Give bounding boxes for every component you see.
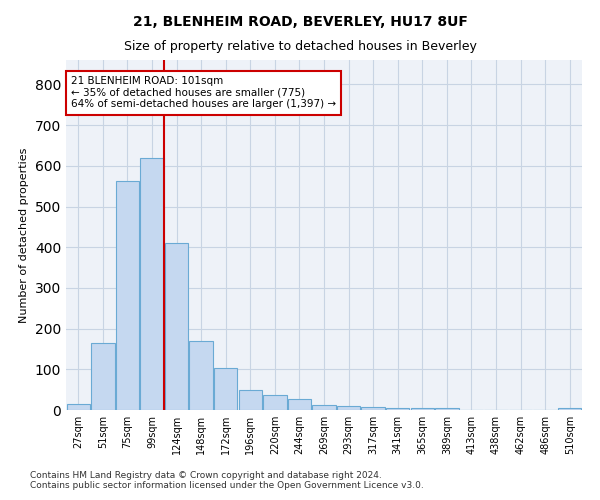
Bar	[435, 408, 458, 410]
Bar	[91, 343, 115, 410]
Bar	[410, 408, 434, 410]
Bar	[386, 408, 409, 410]
Bar	[140, 158, 164, 410]
Bar	[558, 408, 581, 410]
Y-axis label: Number of detached properties: Number of detached properties	[19, 148, 29, 322]
Bar	[288, 398, 311, 410]
Bar	[313, 405, 335, 410]
Bar	[67, 404, 90, 410]
Bar	[190, 341, 213, 410]
Text: Contains HM Land Registry data © Crown copyright and database right 2024.
Contai: Contains HM Land Registry data © Crown c…	[30, 470, 424, 490]
Text: 21, BLENHEIM ROAD, BEVERLEY, HU17 8UF: 21, BLENHEIM ROAD, BEVERLEY, HU17 8UF	[133, 15, 467, 29]
Bar	[214, 368, 238, 410]
Bar	[263, 394, 287, 410]
Bar	[165, 243, 188, 410]
Text: 21 BLENHEIM ROAD: 101sqm
← 35% of detached houses are smaller (775)
64% of semi-: 21 BLENHEIM ROAD: 101sqm ← 35% of detach…	[71, 76, 336, 110]
Bar	[337, 406, 360, 410]
Text: Size of property relative to detached houses in Beverley: Size of property relative to detached ho…	[124, 40, 476, 53]
Bar	[239, 390, 262, 410]
Bar	[116, 182, 139, 410]
Bar	[361, 407, 385, 410]
